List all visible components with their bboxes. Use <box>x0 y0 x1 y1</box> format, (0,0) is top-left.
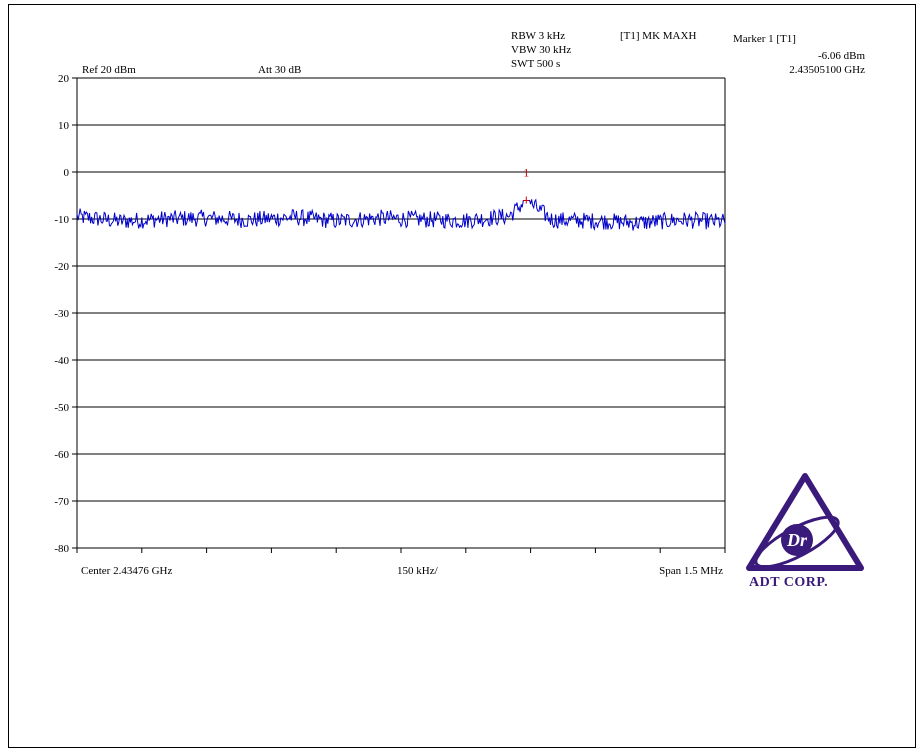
y-tick-label: -70 <box>54 496 69 508</box>
sweep-time-label: SWT 500 s <box>511 58 561 70</box>
logo-triangle <box>746 473 864 571</box>
attenuation-label: Att 30 dB <box>258 64 302 76</box>
marker-frequency: 2.43505100 GHz <box>789 64 865 76</box>
rbw-label: RBW 3 kHz <box>511 30 566 42</box>
y-tick-label: 10 <box>58 120 70 132</box>
y-tick-label: -10 <box>54 214 69 226</box>
trace-line <box>76 198 726 231</box>
marker-layer: 1 <box>523 165 530 204</box>
per-division-label: 150 kHz/ <box>397 565 438 577</box>
marker-level: -6.06 dBm <box>817 50 865 62</box>
report-frame <box>8 4 916 748</box>
y-tick-label: -30 <box>54 308 69 320</box>
y-tick-label: -80 <box>54 543 69 555</box>
logo-text: ADT CORP. <box>749 575 828 590</box>
y-axis: 20 10 0 -10 -20 -30 -40 -50 -60 -70 -80 <box>54 73 77 555</box>
y-tick-label: 0 <box>64 167 70 179</box>
x-axis <box>76 548 726 553</box>
y-tick-label: -50 <box>54 402 69 414</box>
y-tick-label: -40 <box>54 355 69 367</box>
marker-title: Marker 1 [T1] <box>733 33 796 45</box>
y-tick-label: -60 <box>54 449 69 461</box>
ref-level-label: Ref 20 dBm <box>82 64 136 76</box>
vbw-label: VBW 30 kHz <box>511 44 572 56</box>
span-label: Span 1.5 MHz <box>659 565 723 577</box>
y-tick-label: 20 <box>58 73 70 85</box>
grid-layer <box>76 77 726 549</box>
spectrum-chart: 20 10 0 -10 -20 -30 -40 -50 -60 -70 -80 1 <box>54 73 726 555</box>
svg-text:Dr: Dr <box>786 530 808 550</box>
center-frequency-label: Center 2.43476 GHz <box>81 565 173 577</box>
y-tick-label: -20 <box>54 261 69 273</box>
trace-mode-label: [T1] MK MAXH <box>620 30 697 42</box>
logo-monogram: Dr <box>781 524 813 556</box>
marker-number-label: 1 <box>523 165 529 179</box>
adt-corp-logo: Dr ADT CORP. <box>746 473 864 590</box>
